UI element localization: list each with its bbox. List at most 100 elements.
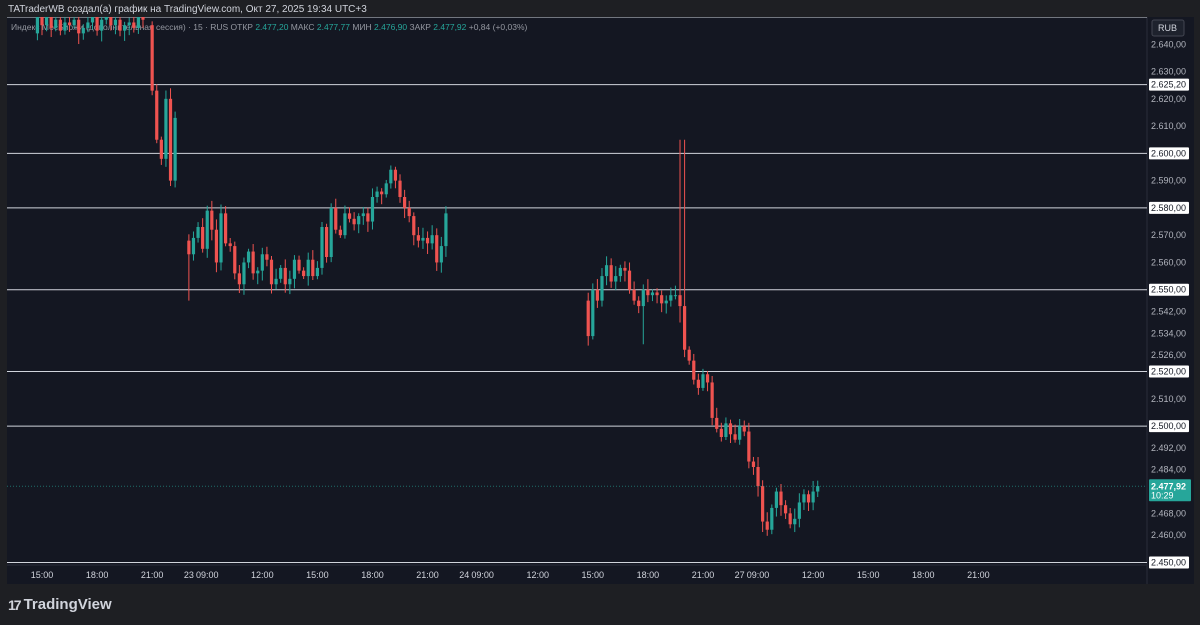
price-tick-label: 2.570,00 xyxy=(1151,230,1186,240)
candle-body xyxy=(421,237,425,241)
candle-body xyxy=(393,169,398,181)
candle-body xyxy=(136,17,140,28)
tradingview-brand: TradingView xyxy=(23,596,112,613)
candle-body xyxy=(797,502,801,519)
price-tick-label: 2.510,00 xyxy=(1151,394,1186,404)
candle-body xyxy=(618,267,622,277)
candle-body xyxy=(384,183,388,195)
candle-body xyxy=(761,486,765,522)
candle-body xyxy=(269,259,274,285)
candle-body xyxy=(168,98,173,181)
candle-body xyxy=(173,117,177,181)
candle-body xyxy=(118,19,122,31)
candle-body xyxy=(237,273,241,285)
level-price-tag xyxy=(1149,201,1189,214)
candle-body xyxy=(302,270,306,277)
candle-body xyxy=(86,22,90,28)
candle-body xyxy=(58,19,62,31)
price-tick-label: 2.542,00 xyxy=(1151,307,1186,317)
candle-body xyxy=(361,213,365,217)
candle-body xyxy=(375,191,379,197)
price-tick-label: 2.534,00 xyxy=(1151,328,1186,338)
candle-body xyxy=(591,289,595,337)
candle-body xyxy=(715,417,719,429)
level-price-tag xyxy=(1149,147,1189,160)
time-tick-label: 21:00 xyxy=(141,570,164,580)
candle-body xyxy=(352,218,356,225)
candle-body xyxy=(398,180,402,197)
candle-body xyxy=(600,276,604,301)
candle-body xyxy=(283,267,287,285)
chart-pane[interactable]: Индекс МосБиржи (дополнительная сессия) … xyxy=(7,17,1194,584)
candle-body xyxy=(260,254,264,271)
time-tick-label: 15:00 xyxy=(306,570,329,580)
candle-body xyxy=(201,227,205,249)
candle-body xyxy=(40,17,44,26)
candle-body xyxy=(802,494,806,503)
time-tick-label: 21:00 xyxy=(967,570,990,580)
candle-body xyxy=(210,210,214,230)
price-tick-label: 2.460,00 xyxy=(1151,530,1186,540)
level-price-tag xyxy=(1149,556,1189,569)
price-tick-label: 2.590,00 xyxy=(1151,176,1186,186)
time-tick-label: 18:00 xyxy=(361,570,384,580)
time-tick-label: 15:00 xyxy=(857,570,880,580)
candle-body xyxy=(311,259,315,277)
candle-body xyxy=(747,431,751,462)
candle-body xyxy=(251,251,255,274)
candle-body xyxy=(623,267,627,271)
candle-body xyxy=(632,289,636,301)
candle-body xyxy=(724,423,728,437)
candle-body xyxy=(100,19,104,31)
time-tick-label: 09:00 xyxy=(471,570,494,580)
tradingview-logo[interactable]: 17 TradingView xyxy=(8,596,112,613)
candle-body xyxy=(370,197,375,222)
time-tick-label: 12:00 xyxy=(802,570,825,580)
candle-body xyxy=(150,25,154,91)
candle-body xyxy=(306,259,310,277)
candle-body xyxy=(407,207,411,217)
candle-body xyxy=(655,292,659,296)
candle-body xyxy=(765,521,769,530)
currency-badge xyxy=(1151,19,1185,37)
price-tick-label: 2.630,00 xyxy=(1151,67,1186,77)
candle-body xyxy=(710,382,714,418)
candle-body xyxy=(389,169,393,184)
candle-body xyxy=(673,295,678,297)
price-tick-label: 2.468,00 xyxy=(1151,508,1186,518)
candle-body xyxy=(54,19,58,28)
last-price-tag xyxy=(1149,479,1191,502)
candle-body xyxy=(403,197,407,208)
candle-body xyxy=(357,216,361,225)
time-tick-label: 27 xyxy=(735,570,745,580)
candle-body xyxy=(132,22,136,28)
candle-body xyxy=(324,227,329,257)
time-tick-label: 12:00 xyxy=(251,570,274,580)
candle-body xyxy=(660,295,664,304)
level-price-label: 2.450,00 xyxy=(1151,557,1186,567)
price-tick-label: 2.526,00 xyxy=(1151,350,1186,360)
candle-body xyxy=(81,27,85,34)
last-price-label: 2.477,92 xyxy=(1151,481,1186,491)
candle-body xyxy=(683,306,687,350)
candle-body xyxy=(733,434,737,440)
candle-body xyxy=(347,213,352,219)
candle-body xyxy=(678,295,682,307)
candle-body xyxy=(783,505,788,514)
candle-body xyxy=(44,17,49,26)
candle-body xyxy=(242,262,246,285)
candle-body xyxy=(650,292,655,296)
time-tick-label: 21:00 xyxy=(692,570,715,580)
candle-body xyxy=(435,235,439,263)
candlestick-chart[interactable]: Индекс МосБиржи (дополнительная сессия) … xyxy=(7,17,1194,584)
candle-body xyxy=(95,17,99,31)
candle-body xyxy=(641,289,645,307)
candle-body xyxy=(816,486,820,492)
candle-body xyxy=(274,278,278,285)
time-tick-label: 18:00 xyxy=(637,570,660,580)
attribution-text: TATraderWB создал(а) график на TradingVi… xyxy=(8,4,367,15)
time-tick-label: 18:00 xyxy=(86,570,109,580)
time-tick-label: 18:00 xyxy=(912,570,935,580)
candle-body xyxy=(705,374,710,383)
